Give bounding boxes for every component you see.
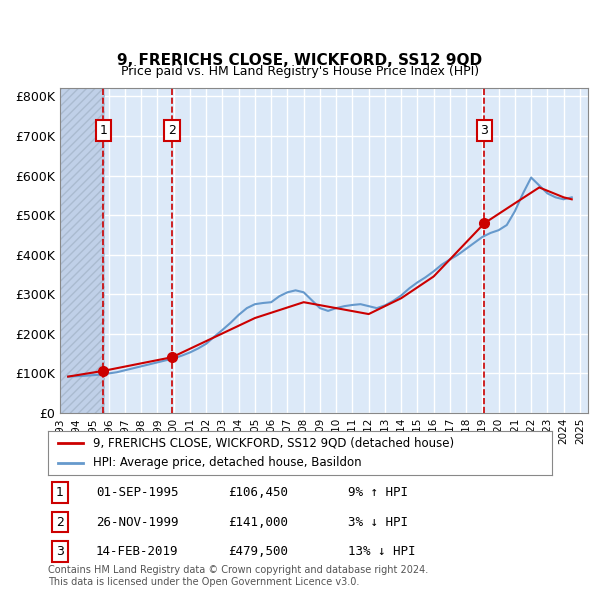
Text: 13% ↓ HPI: 13% ↓ HPI bbox=[348, 545, 415, 558]
Text: £141,000: £141,000 bbox=[228, 516, 288, 529]
Text: 9, FRERICHS CLOSE, WICKFORD, SS12 9QD: 9, FRERICHS CLOSE, WICKFORD, SS12 9QD bbox=[118, 53, 482, 68]
Text: 14-FEB-2019: 14-FEB-2019 bbox=[96, 545, 179, 558]
Text: 3% ↓ HPI: 3% ↓ HPI bbox=[348, 516, 408, 529]
Text: £106,450: £106,450 bbox=[228, 486, 288, 499]
Text: 3: 3 bbox=[481, 124, 488, 137]
Text: 2: 2 bbox=[168, 124, 176, 137]
Text: 2: 2 bbox=[56, 516, 64, 529]
Text: Price paid vs. HM Land Registry's House Price Index (HPI): Price paid vs. HM Land Registry's House … bbox=[121, 65, 479, 78]
Text: HPI: Average price, detached house, Basildon: HPI: Average price, detached house, Basi… bbox=[94, 456, 362, 469]
Text: Contains HM Land Registry data © Crown copyright and database right 2024.
This d: Contains HM Land Registry data © Crown c… bbox=[48, 565, 428, 587]
Text: 9, FRERICHS CLOSE, WICKFORD, SS12 9QD (detached house): 9, FRERICHS CLOSE, WICKFORD, SS12 9QD (d… bbox=[94, 437, 454, 450]
Text: 1: 1 bbox=[56, 486, 64, 499]
Text: £479,500: £479,500 bbox=[228, 545, 288, 558]
Text: 9% ↑ HPI: 9% ↑ HPI bbox=[348, 486, 408, 499]
Text: 1: 1 bbox=[100, 124, 107, 137]
Text: 3: 3 bbox=[56, 545, 64, 558]
Text: 26-NOV-1999: 26-NOV-1999 bbox=[96, 516, 179, 529]
Text: 01-SEP-1995: 01-SEP-1995 bbox=[96, 486, 179, 499]
Bar bbox=[60, 88, 104, 413]
